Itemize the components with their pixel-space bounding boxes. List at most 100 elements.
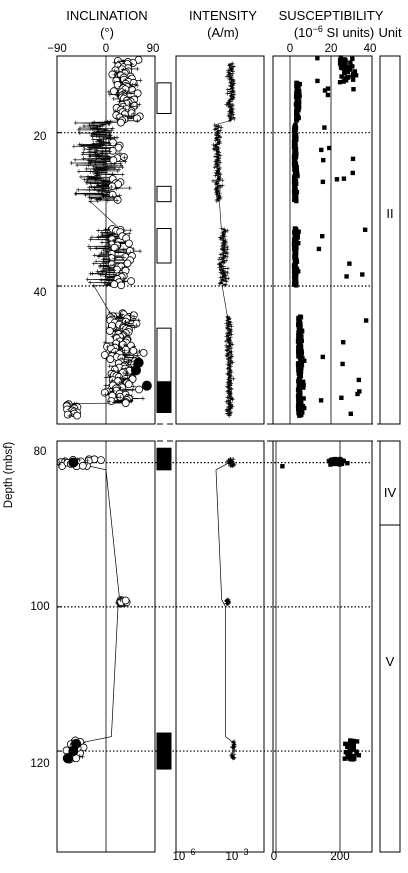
intensity-title: INTENSITY [189, 8, 257, 23]
inclination-cross-point [89, 235, 94, 240]
intensity-cross-point [227, 101, 232, 106]
susceptibility-point [296, 410, 301, 416]
inclination-cross-point [94, 177, 99, 182]
susceptibility-point [298, 360, 303, 365]
inclination-cross-point [88, 199, 93, 204]
intensity-cross-point [225, 270, 230, 275]
inclination-cross-point-lower [62, 457, 67, 462]
inclination-cross-point [77, 142, 82, 147]
susceptibility-point [357, 389, 362, 394]
inclination-cross-point [96, 271, 101, 276]
susceptibility-point [296, 229, 301, 234]
polarity-block-upper-4 [156, 381, 172, 414]
intensity-cross-point [227, 323, 232, 328]
inclination-cross-point [90, 271, 95, 276]
inclination-cross-point [81, 143, 86, 148]
inclination-open-point [121, 345, 130, 354]
inclination-cross-point [112, 268, 117, 273]
polarity-block-upper-0 [156, 82, 172, 115]
sus-tick-0: 0 [287, 43, 293, 55]
inclination-cross-point [81, 156, 86, 161]
susceptibility-point [341, 176, 347, 181]
intensity-cross-point [229, 387, 234, 392]
intensity-cross-point [222, 260, 227, 265]
susceptibility-point-lower [351, 738, 356, 744]
susceptibility-point-lower [347, 749, 352, 754]
inclination-cross-point [87, 149, 92, 154]
inclination-cross-point [103, 230, 108, 235]
inclination-cross-point [99, 240, 104, 245]
intensity-cross-point [229, 324, 234, 329]
inclination-cross-point [87, 154, 92, 159]
inclination-cross-point [116, 250, 121, 255]
sus-bottom-tick-200: 200 [330, 851, 349, 863]
intensity-cross-point [220, 236, 225, 241]
intensity-cross-point [229, 352, 234, 357]
susceptibility-point [350, 64, 355, 69]
inclination-cross-point [105, 198, 110, 203]
intensity-cross-point [228, 383, 233, 388]
inclination-trace-lower [73, 462, 120, 745]
inclination-cross-point [121, 247, 126, 252]
susceptibility-point-lower [343, 741, 348, 747]
susceptibility-point [320, 179, 326, 185]
inclination-cross-point [140, 396, 145, 401]
susceptibility-panel-upper [272, 55, 373, 425]
intensity-cross-point [214, 144, 219, 149]
inclination-cross-point [93, 162, 98, 167]
intensity-cross-point [225, 314, 230, 319]
depth-tick-100: 100 [30, 601, 49, 613]
susceptibility-point [294, 198, 299, 204]
depth-tick-40: 40 [34, 287, 47, 299]
inclination-filled-point-lower-0 [68, 457, 79, 468]
inclination-cross-point [92, 187, 97, 192]
inclination-cross-point [93, 148, 98, 153]
inclination-cross-point [127, 102, 132, 107]
susceptibility-point [352, 69, 358, 74]
inclination-cross-point [112, 60, 117, 65]
inc-tick-90: 90 [147, 43, 160, 55]
inclination-cross-point [100, 182, 105, 187]
intensity-cross-point [225, 266, 230, 271]
inclination-cross-point [107, 194, 112, 199]
susceptibility-point [350, 56, 355, 61]
inclination-cross-point [101, 187, 106, 192]
inclination-cross-point [105, 189, 110, 194]
inclination-cross-point-lower [77, 457, 82, 462]
susceptibility-point [296, 269, 301, 274]
susceptibility-point [299, 338, 304, 344]
inclination-cross-point [121, 255, 126, 260]
inclination-cross-point [107, 364, 112, 369]
inclination-cross-point [103, 152, 108, 157]
inclination-open-point [116, 118, 125, 127]
inclination-cross-point [131, 384, 136, 389]
inclination-cross-point [102, 160, 107, 165]
inclination-cross-point [128, 115, 133, 120]
inclination-filled-point-lower-2 [68, 746, 79, 757]
inclination-cross-point [135, 83, 140, 88]
susceptibility-point [342, 63, 348, 68]
inclination-open-point [100, 388, 109, 397]
inclination-cross-point [122, 155, 127, 160]
intensity-cross-point [229, 370, 234, 375]
inclination-cross-point [89, 175, 94, 180]
inclination-cross-point [96, 228, 101, 233]
inclination-cross-point [94, 155, 99, 160]
inclination-cross-point [97, 154, 102, 159]
inclination-cross-point [100, 142, 105, 147]
intensity-cross-point [225, 395, 230, 400]
susceptibility-point-lower [342, 756, 347, 761]
susceptibility-unit-exp: −6 [313, 24, 323, 34]
intensity-cross-point [214, 171, 219, 176]
inclination-cross-point [94, 165, 99, 170]
intensity-cross-point [224, 334, 229, 339]
inclination-cross-point [92, 120, 97, 125]
susceptibility-point-lower [356, 753, 362, 758]
intensity-cross-point [228, 80, 233, 85]
inclination-cross-point [100, 269, 105, 274]
susceptibility-point [340, 361, 345, 367]
inclination-cross-point [96, 129, 101, 134]
inclination-cross-point [94, 246, 99, 251]
inclination-cross-point [76, 169, 81, 174]
inclination-cross-point [74, 191, 79, 196]
